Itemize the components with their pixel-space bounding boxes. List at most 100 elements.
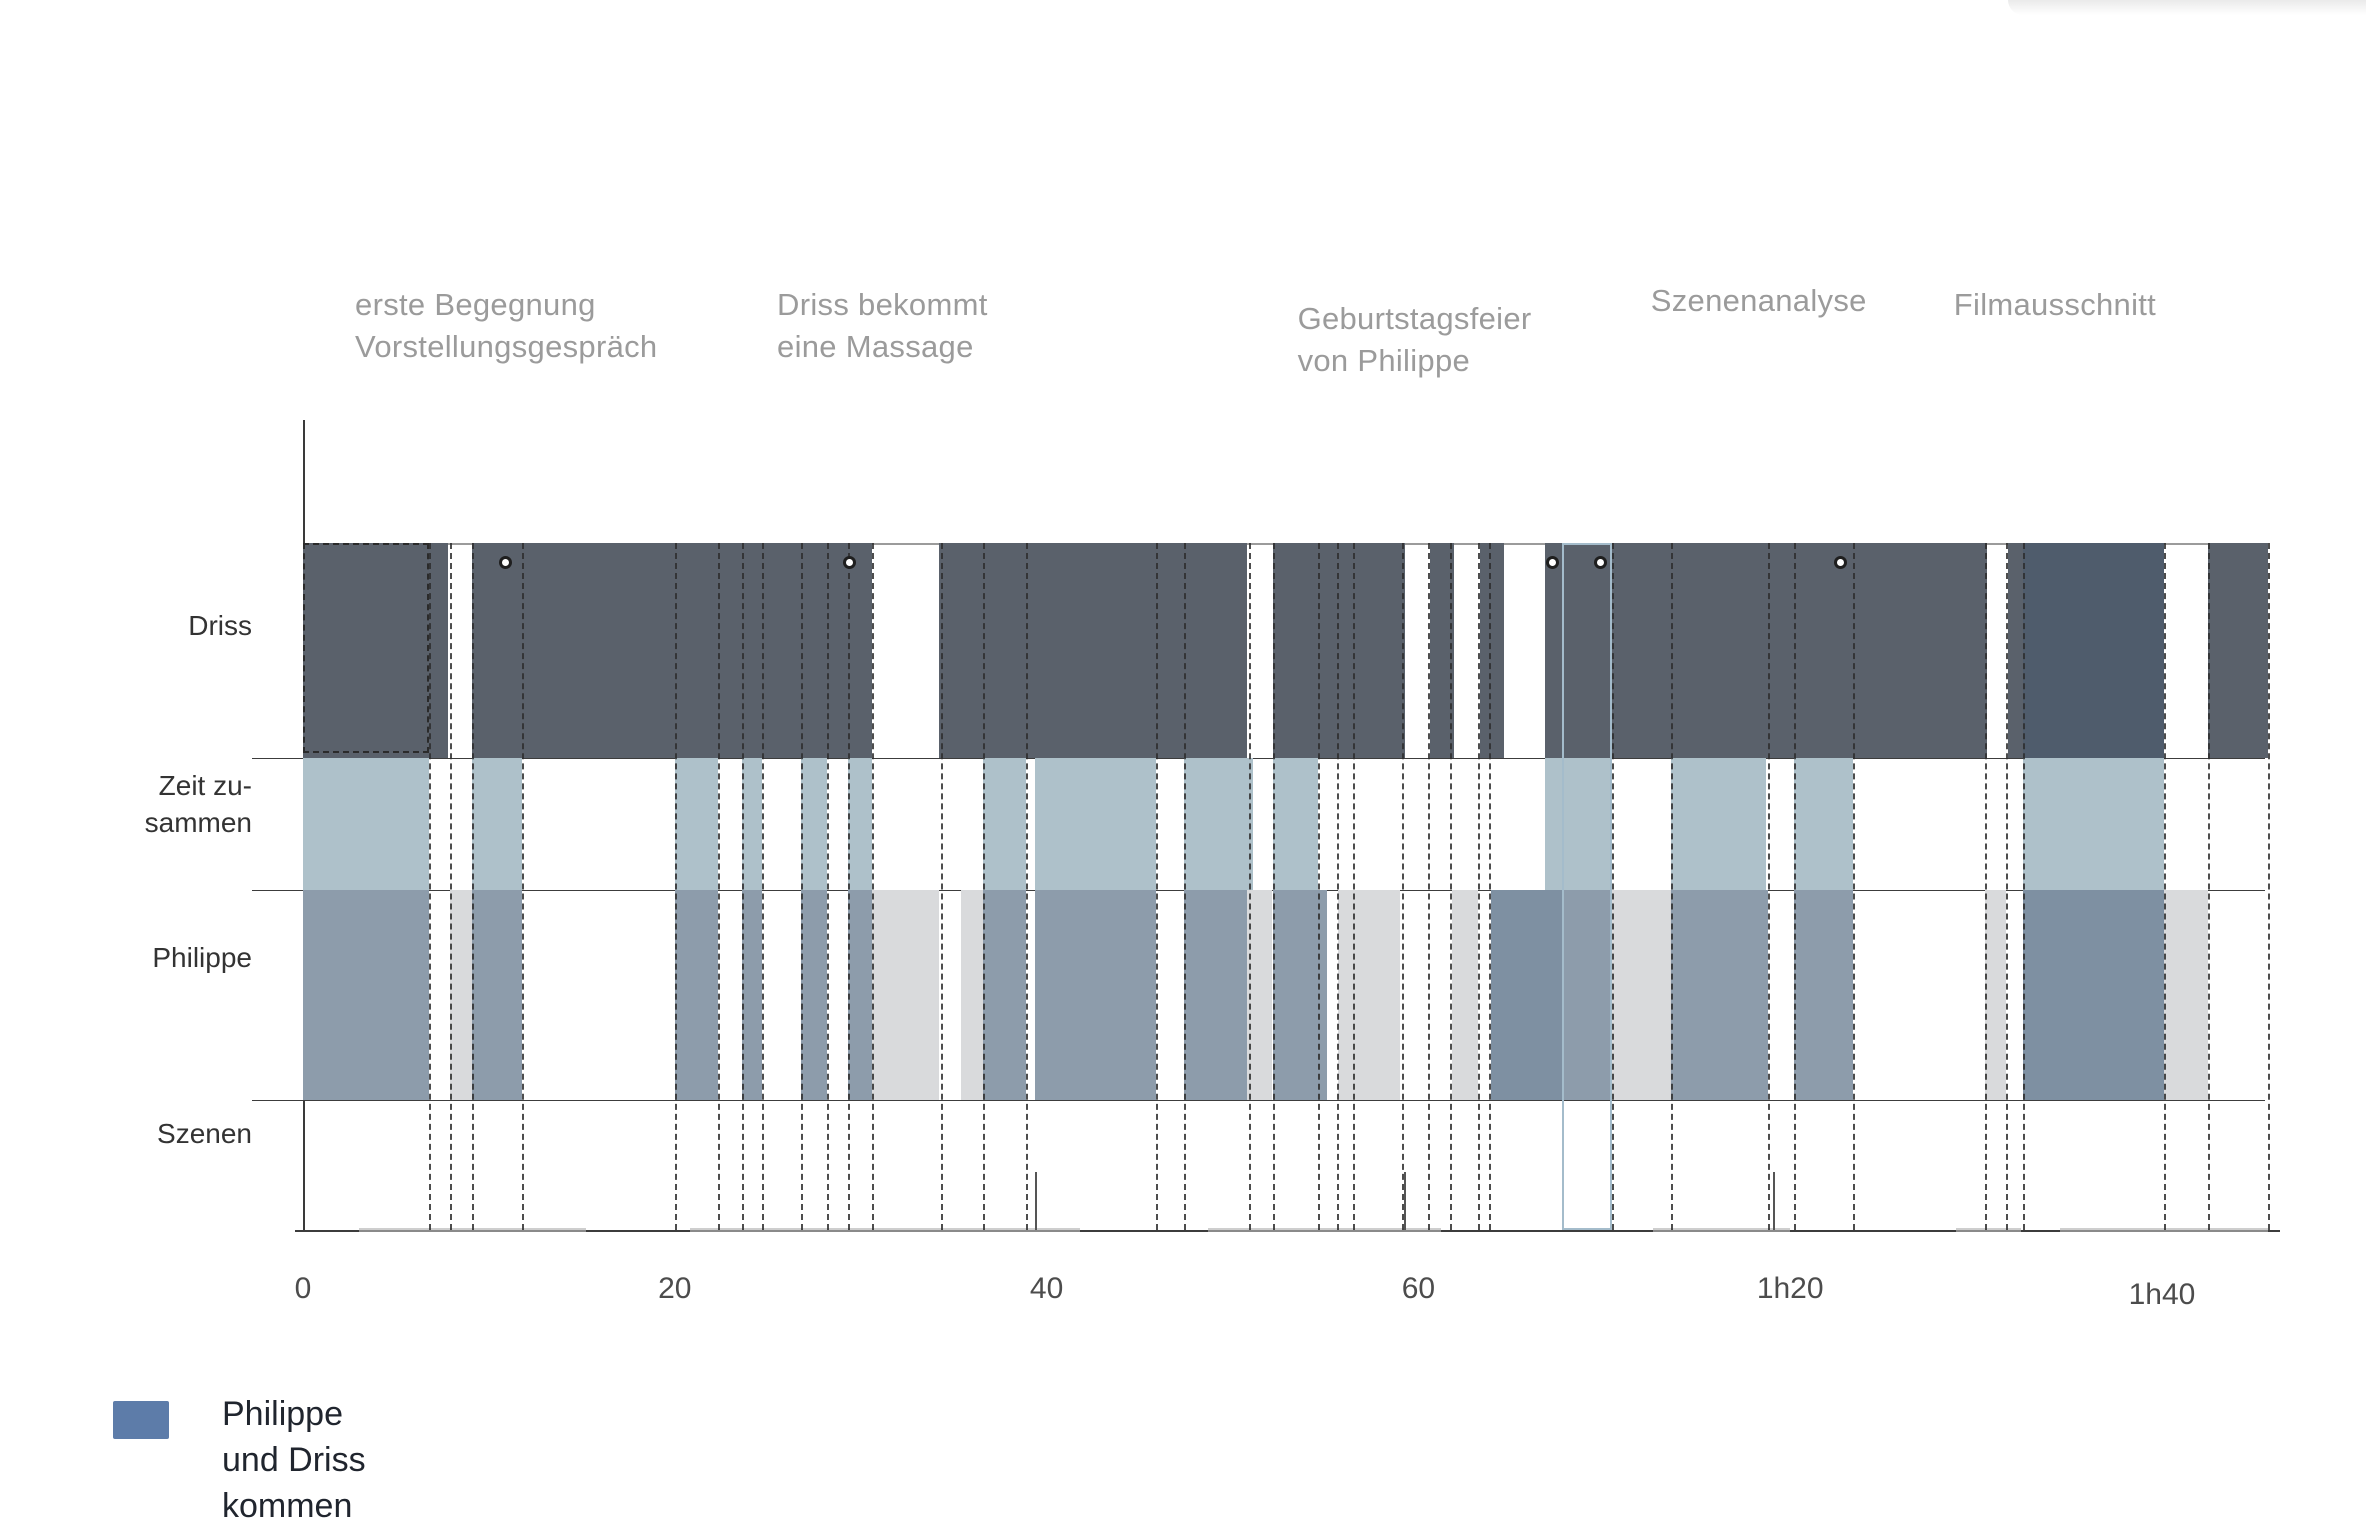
axis-tick-label-20: 20 <box>658 1272 692 1305</box>
bar-philippe-23[interactable] <box>2163 890 2209 1100</box>
scene-boundary-line <box>940 543 943 1230</box>
scene-boundary-line <box>1985 543 1988 1230</box>
axis-solid-tick <box>1773 1172 1776 1230</box>
scene-boundary-line <box>827 543 830 1230</box>
axis-tick-label-40: 40 <box>1029 1272 1064 1305</box>
annotation-line: Geburtstagsfeier <box>1297 301 1532 336</box>
scene-boundary-line <box>522 543 525 1230</box>
scene-analysis-column[interactable] <box>1561 543 1612 1230</box>
axis-scene-segment <box>358 1228 586 1232</box>
timeline-marker[interactable] <box>843 556 857 569</box>
scene-boundary-line <box>1336 543 1339 1230</box>
bar-driss-3[interactable] <box>1273 543 1406 758</box>
annotation-line: eine Massage <box>777 329 974 364</box>
scene-boundary-line <box>1401 543 1404 1230</box>
annotation-geburtstagsfeier: Geburtstagsfeier von Philippe <box>1298 298 1532 382</box>
bar-driss-6[interactable] <box>1544 543 1988 758</box>
annotation-filmausschnitt: Filmausschnitt <box>1954 284 2156 326</box>
axis-scene-segment <box>2059 1228 2268 1232</box>
scene-boundary-line <box>983 543 986 1230</box>
axis-solid-tick <box>1035 1172 1038 1230</box>
scene-boundary-line <box>717 543 720 1230</box>
scene-boundary-line <box>741 543 744 1230</box>
scene-boundary-line <box>1477 543 1480 1230</box>
bar-zeit-8[interactable] <box>1184 758 1253 890</box>
row-label-philippe: Philippe <box>0 939 252 976</box>
bar-philippe-22[interactable] <box>2022 890 2164 1100</box>
bar-zeit-10[interactable] <box>1544 758 1612 890</box>
annotation-line: Szenenanalyse <box>1650 283 1867 318</box>
scene-boundary-line <box>847 543 850 1230</box>
bar-philippe-0[interactable] <box>303 890 430 1100</box>
bar-philippe-10[interactable] <box>1035 890 1157 1100</box>
timeline-marker[interactable] <box>1545 556 1559 569</box>
bar-philippe-9[interactable] <box>983 890 1027 1100</box>
bar-philippe-15[interactable] <box>1451 890 1478 1100</box>
bar-driss-4[interactable] <box>1429 543 1454 758</box>
bar-philippe-5[interactable] <box>801 890 828 1100</box>
axis-tick-label-60: 60 <box>1401 1272 1436 1305</box>
annotation-line: Driss bekommt <box>777 287 988 322</box>
timeline-marker[interactable] <box>499 556 513 569</box>
bar-zeit-11[interactable] <box>1671 758 1767 890</box>
bar-driss-9[interactable] <box>2208 543 2268 758</box>
bar-philippe-18[interactable] <box>1611 890 1672 1100</box>
selected-segment-outline[interactable] <box>303 543 430 753</box>
bar-driss-8[interactable] <box>2022 543 2164 758</box>
timeline-marker[interactable] <box>1833 556 1847 569</box>
bar-philippe-17[interactable] <box>1561 890 1612 1100</box>
bar-philippe-12[interactable] <box>1247 890 1272 1100</box>
bar-driss-1[interactable] <box>472 543 872 758</box>
bar-driss-5[interactable] <box>1479 543 1504 758</box>
bar-philippe-7[interactable] <box>871 890 939 1100</box>
bar-philippe-8[interactable] <box>961 890 984 1100</box>
bar-philippe-11[interactable] <box>1184 890 1248 1100</box>
scene-boundary-line <box>1353 543 1356 1230</box>
bar-philippe-19[interactable] <box>1671 890 1768 1100</box>
row-label-line: Driss <box>188 610 252 641</box>
bar-philippe-4[interactable] <box>741 890 763 1100</box>
axis-solid-tick <box>1403 1172 1406 1230</box>
bar-zeit-2[interactable] <box>674 758 718 890</box>
annotation-line: Vorstellungsgespräch <box>355 329 658 364</box>
bar-philippe-21[interactable] <box>1985 890 2006 1100</box>
bar-zeit-12[interactable] <box>1793 758 1854 890</box>
bar-zeit-3[interactable] <box>741 758 763 890</box>
axis-scene-segment <box>1208 1228 1441 1232</box>
axis-scene-segment <box>1652 1228 1791 1232</box>
bar-philippe-6[interactable] <box>847 890 872 1100</box>
scene-boundary-line <box>801 543 804 1230</box>
bar-zeit-4[interactable] <box>801 758 828 890</box>
scene-boundary-line <box>1249 543 1252 1230</box>
bar-philippe-1[interactable] <box>449 890 473 1100</box>
scene-boundary-line <box>429 543 432 1230</box>
bar-driss-7[interactable] <box>2007 543 2023 758</box>
bar-zeit-13[interactable] <box>2022 758 2164 890</box>
scene-boundary-line <box>1767 543 1770 1230</box>
bar-philippe-3[interactable] <box>674 890 718 1100</box>
scene-boundary-line <box>2267 543 2270 1230</box>
scene-boundary-line <box>1026 543 1029 1230</box>
legend-swatch <box>113 1401 169 1439</box>
bar-driss-2[interactable] <box>938 543 1248 758</box>
scene-boundary-line <box>871 543 874 1230</box>
bar-zeit-5[interactable] <box>847 758 872 890</box>
bar-zeit-7[interactable] <box>1035 758 1157 890</box>
bar-philippe-16[interactable] <box>1490 890 1562 1100</box>
bar-zeit-9[interactable] <box>1273 758 1318 890</box>
scene-boundary-line <box>2208 543 2211 1230</box>
row-label-line: sammen <box>144 807 252 838</box>
bar-philippe-14[interactable] <box>1338 890 1400 1100</box>
bar-driss-0[interactable] <box>303 543 448 758</box>
scene-boundary-line <box>2005 543 2008 1230</box>
bar-philippe-2[interactable] <box>472 890 523 1100</box>
bar-zeit-1[interactable] <box>472 758 523 890</box>
bar-philippe-20[interactable] <box>1793 890 1854 1100</box>
scene-boundary-line <box>1427 543 1430 1230</box>
timeline-marker[interactable] <box>1594 556 1608 569</box>
bar-zeit-6[interactable] <box>983 758 1027 890</box>
row-boundary-philippe-szenen <box>252 1100 2265 1101</box>
row-label-line: Philippe <box>152 942 252 973</box>
bar-zeit-0[interactable] <box>303 758 430 890</box>
